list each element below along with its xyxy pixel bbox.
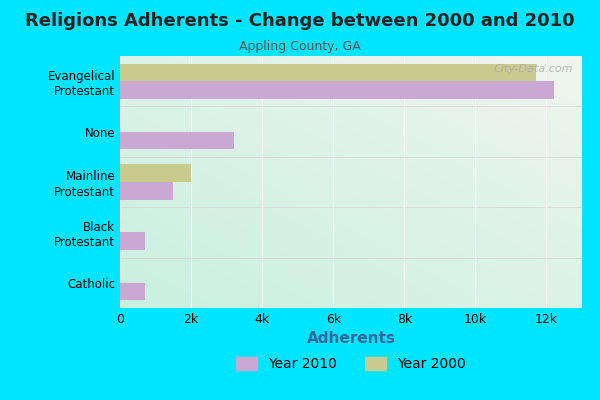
- Text: Religions Adherents - Change between 2000 and 2010: Religions Adherents - Change between 200…: [25, 12, 575, 30]
- Legend: Year 2010, Year 2000: Year 2010, Year 2000: [231, 352, 471, 377]
- X-axis label: Adherents: Adherents: [307, 332, 395, 346]
- Bar: [120, 232, 145, 250]
- Bar: [120, 81, 554, 99]
- Bar: [120, 132, 234, 149]
- Bar: [120, 182, 173, 200]
- Text: Appling County, GA: Appling County, GA: [239, 40, 361, 53]
- Text: City-Data.com: City-Data.com: [493, 64, 573, 74]
- Bar: [120, 283, 145, 300]
- Bar: [120, 164, 191, 182]
- Bar: [120, 64, 536, 81]
